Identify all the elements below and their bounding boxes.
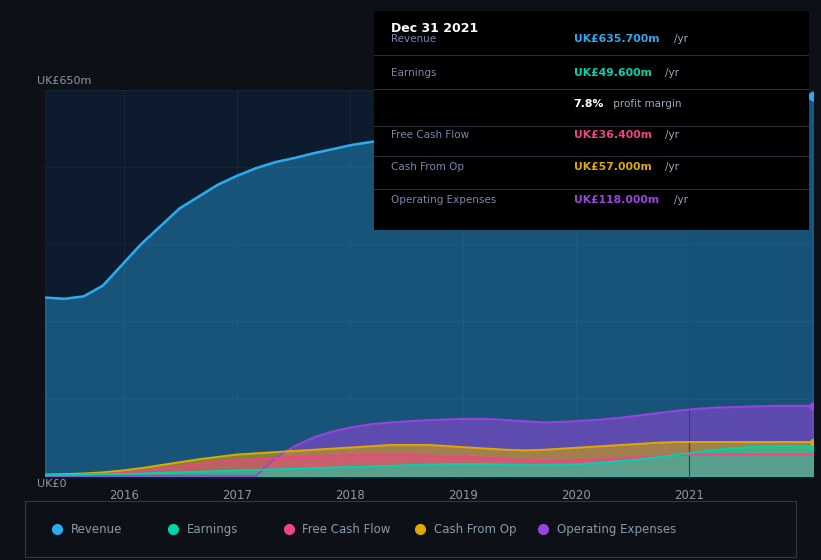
Text: Operating Expenses: Operating Expenses: [391, 195, 496, 204]
Text: /yr: /yr: [665, 162, 679, 172]
Bar: [689, 90, 813, 479]
Text: UK£0: UK£0: [38, 479, 67, 489]
Text: UK£49.600m: UK£49.600m: [574, 68, 652, 78]
Text: Cash From Op: Cash From Op: [433, 522, 516, 536]
Text: Free Cash Flow: Free Cash Flow: [302, 522, 391, 536]
Text: Free Cash Flow: Free Cash Flow: [391, 130, 469, 140]
Text: Dec 31 2021: Dec 31 2021: [391, 22, 478, 35]
Text: UK£650m: UK£650m: [38, 76, 92, 86]
Text: Earnings: Earnings: [186, 522, 238, 536]
Text: /yr: /yr: [665, 68, 679, 78]
Text: profit margin: profit margin: [610, 99, 681, 109]
Text: Operating Expenses: Operating Expenses: [557, 522, 677, 536]
Text: Revenue: Revenue: [391, 34, 436, 44]
Text: UK£635.700m: UK£635.700m: [574, 34, 659, 44]
Text: /yr: /yr: [665, 130, 679, 140]
Text: Cash From Op: Cash From Op: [391, 162, 464, 172]
Text: /yr: /yr: [674, 34, 688, 44]
Text: /yr: /yr: [674, 195, 688, 204]
Text: Earnings: Earnings: [391, 68, 437, 78]
Text: 7.8%: 7.8%: [574, 99, 604, 109]
Text: UK£118.000m: UK£118.000m: [574, 195, 658, 204]
Text: UK£36.400m: UK£36.400m: [574, 130, 652, 140]
Text: Revenue: Revenue: [71, 522, 122, 536]
Text: UK£57.000m: UK£57.000m: [574, 162, 652, 172]
